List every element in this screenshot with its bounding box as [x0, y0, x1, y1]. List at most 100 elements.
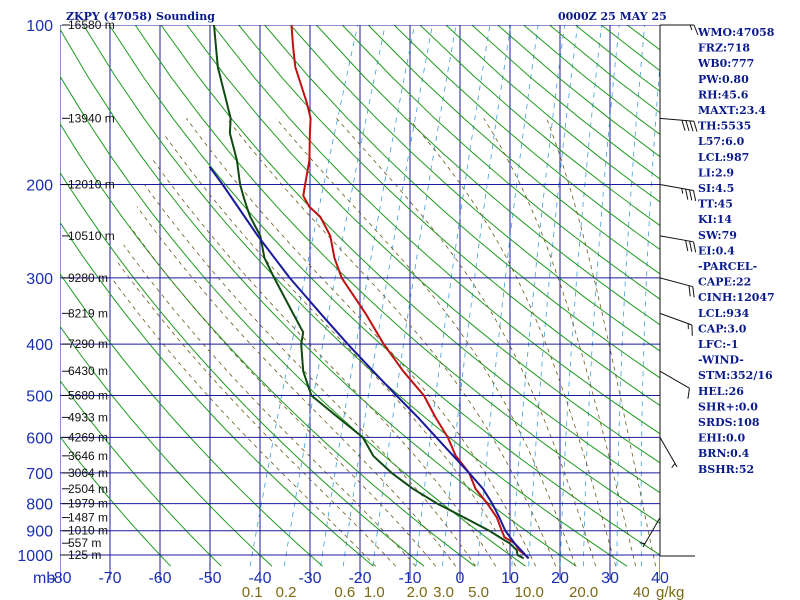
parcel-profile — [208, 166, 530, 560]
index-value: L57:6.0 — [698, 135, 745, 148]
height-label: 10510 m — [68, 229, 115, 243]
temperature-tick-label: 30 — [601, 570, 619, 587]
height-label: 13940 m — [68, 111, 115, 125]
wind-barb — [660, 24, 699, 36]
dewpoint-profile — [213, 25, 525, 560]
mixing-ratio-line — [616, 25, 646, 567]
height-label: 12010 m — [68, 178, 115, 192]
moist-adiabat-line — [117, 261, 396, 567]
height-label: 557 m — [68, 536, 101, 550]
index-value: STM:352/16 — [698, 369, 773, 382]
moist-adiabat-line — [111, 277, 376, 567]
wind-barb — [659, 370, 690, 399]
dry-adiabat-line — [212, 25, 660, 435]
diagram-grid — [60, 25, 660, 580]
dry-adiabat-line — [160, 25, 660, 494]
mixing-ratio-label: 10.0 — [515, 584, 544, 600]
pressure-tick-label: 800 — [26, 497, 53, 514]
height-label: 4933 m — [68, 410, 108, 424]
index-value: HEL:26 — [698, 385, 744, 398]
dry-adiabat-line — [60, 122, 476, 567]
sounding-indices: WMO:47058 FRZ:718 WB0:777 PW:0.80 RH:45.6 MAX… — [697, 26, 775, 476]
temperature-tick-label: -20 — [348, 570, 371, 587]
index-value: LFC:-1 — [698, 338, 739, 351]
wind-barb — [659, 312, 693, 336]
mixing-ratio-line — [283, 25, 386, 567]
mixing-ratio-label: 2.0 — [407, 584, 428, 600]
mixing-ratio-line — [640, 59, 660, 567]
mixing-ratio-label: 20.0 — [569, 584, 598, 600]
dry-adiabat-line — [60, 171, 425, 567]
dry-adiabat-line — [367, 25, 660, 275]
moist-adiabat-line — [136, 206, 457, 567]
temperature-tick-label: 0 — [456, 570, 465, 587]
index-value: TH:5535 — [698, 120, 751, 133]
index-value: -PARCEL- — [698, 260, 757, 273]
temperature-profile — [290, 25, 530, 560]
pressure-tick-label: 400 — [26, 337, 53, 354]
index-value: EHI:0.0 — [698, 432, 745, 445]
mixing-ratio-unit-label: g/kg — [656, 584, 684, 600]
dry-adiabat-line — [60, 435, 171, 567]
temperature-tick-label: -70 — [98, 570, 121, 587]
mixing-ratio-label: 0.2 — [276, 584, 297, 600]
height-label: 125 m — [68, 548, 101, 562]
index-value: -WIND- — [698, 354, 744, 367]
index-value: TT:45 — [698, 198, 733, 211]
dry-adiabat-line — [393, 25, 660, 251]
index-value: MAXT:23.4 — [698, 104, 766, 117]
index-value: EI:0.4 — [698, 244, 735, 257]
dry-adiabat-line — [60, 379, 222, 567]
temperature-tick-label: -60 — [148, 570, 171, 587]
index-value: SI:4.5 — [698, 182, 734, 195]
dry-adiabat-line — [316, 25, 660, 326]
mixing-ratio-label: 40 — [633, 584, 650, 600]
dry-adiabat-line — [134, 25, 660, 524]
index-value: LI:2.9 — [698, 166, 734, 179]
index-value: CAPE:22 — [698, 276, 751, 289]
index-value: RH:45.6 — [698, 88, 749, 101]
moist-adiabat-line — [129, 226, 437, 567]
dry-adiabat-line — [60, 28, 577, 567]
pressure-tick-label: 900 — [26, 524, 53, 541]
index-value: SRDS:108 — [698, 416, 760, 429]
temperature-tick-label: 40 — [651, 570, 669, 587]
index-value: SHR+:0.0 — [698, 400, 758, 413]
index-value: LCL:987 — [698, 151, 749, 164]
dry-adiabat-line — [60, 221, 374, 567]
mixing-ratio-label: 5.0 — [468, 584, 489, 600]
dry-adiabat-line — [60, 325, 273, 567]
temperature-tick-label: -80 — [48, 570, 71, 587]
height-label: 6430 m — [68, 364, 108, 378]
pressure-tick-label: 1000 — [17, 548, 53, 565]
temperature-tick-label: -30 — [298, 570, 321, 587]
wind-barbs — [639, 24, 699, 557]
dry-adiabat-line — [290, 25, 660, 352]
mixing-ratio-label: 1.0 — [364, 584, 385, 600]
index-value: LCL:934 — [698, 307, 750, 320]
height-label: 3646 m — [68, 449, 108, 463]
pressure-tick-label: 100 — [26, 18, 53, 35]
mixing-ratio-line — [583, 25, 620, 567]
height-label: 1487 m — [68, 511, 108, 525]
wind-barb — [659, 184, 697, 202]
index-value: BSHR:52 — [698, 463, 754, 476]
index-value: CINH:12047 — [698, 291, 775, 304]
wind-barb — [659, 235, 697, 253]
height-label: 9280 m — [68, 271, 108, 285]
moist-adiabat-line — [144, 184, 477, 567]
temperature-tick-label: 20 — [551, 570, 569, 587]
index-value: BRN:0.4 — [698, 447, 750, 460]
dry-adiabat-line — [186, 25, 660, 464]
valid-time: 0000Z 25 MAY 25 — [558, 10, 667, 23]
height-label: 1979 m — [68, 497, 108, 511]
chart-title: ZKPY (47058) Sounding — [66, 10, 215, 23]
mixing-ratio-line — [559, 25, 602, 567]
pressure-tick-label: 200 — [26, 178, 53, 195]
mixing-ratio-line — [249, 25, 359, 567]
mixing-ratio-line — [511, 25, 565, 567]
wind-barb — [639, 517, 661, 548]
height-label: 7290 m — [68, 337, 108, 351]
